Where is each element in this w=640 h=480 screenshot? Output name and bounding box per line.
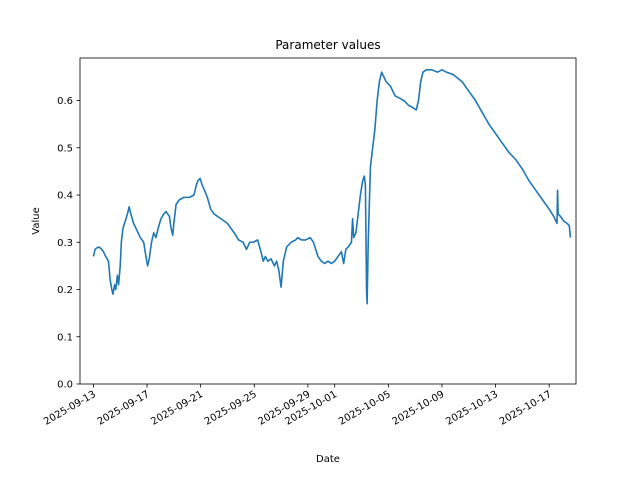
y-tick-label: 0.6 [57,96,73,107]
y-tick-label: 0.4 [57,191,73,202]
series-line [92,69,572,305]
y-tick-label: 0.1 [57,332,73,343]
y-tick-label: 0.0 [57,380,73,391]
y-tick-label: 0.5 [57,143,73,154]
y-tick-label: 0.2 [57,285,73,296]
series-layer [92,69,572,305]
plot-area [79,57,577,385]
chart-title: Parameter values [275,38,380,52]
x-axis-label: Date [316,454,340,465]
y-axis-label: Value [31,207,42,234]
y-tick-label: 0.3 [57,238,73,249]
plot-frame [79,57,577,385]
y-axis: 0.0 0.1 0.2 0.3 0.4 0.5 0.6 [57,96,80,391]
